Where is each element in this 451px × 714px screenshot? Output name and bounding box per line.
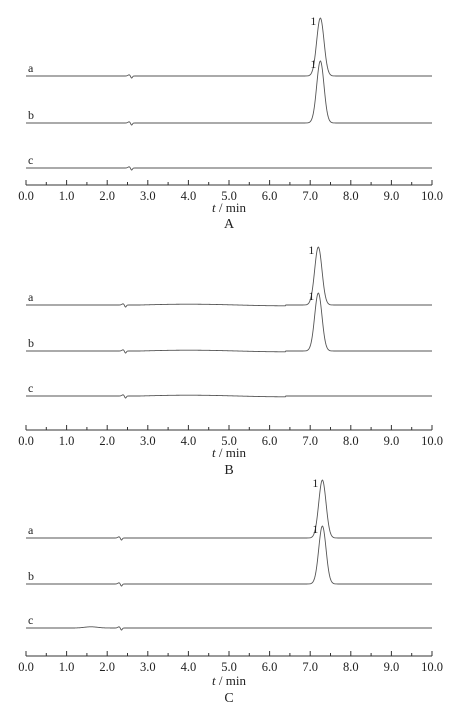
trace-label-c: c xyxy=(28,153,33,167)
x-axis-title-italic: t xyxy=(212,445,216,460)
peak-label-b: 1 xyxy=(312,522,318,536)
x-tick-label: 9.0 xyxy=(384,660,400,674)
x-axis-title-unit: / min xyxy=(216,445,247,460)
x-tick-label: 0.0 xyxy=(18,189,34,203)
trace-c xyxy=(26,166,432,171)
trace-b xyxy=(26,292,432,354)
x-tick-label: 4.0 xyxy=(181,189,197,203)
x-tick-label: 3.0 xyxy=(140,434,156,448)
x-tick-label: 2.0 xyxy=(99,660,115,674)
x-tick-label: 3.0 xyxy=(140,189,156,203)
x-tick-label: 9.0 xyxy=(384,189,400,203)
x-axis-title: t / min xyxy=(212,200,246,215)
x-tick-label: 6.0 xyxy=(262,189,278,203)
x-tick-label: 0.0 xyxy=(18,660,34,674)
x-tick-label: 7.0 xyxy=(302,434,318,448)
x-tick-label: 1.0 xyxy=(59,434,75,448)
panel-C: a 1 b 1 c 0.0 1.0 2.0 3.0 4.0 5.0 6.0 7.0 8.0 9.0 10.0 t… xyxy=(18,476,443,706)
trace-a xyxy=(26,17,432,79)
x-axis-title-italic: t xyxy=(212,200,216,215)
x-tick-label: 5.0 xyxy=(221,189,237,203)
x-tick-label: 10.0 xyxy=(421,434,443,448)
trace-b xyxy=(26,525,432,587)
x-tick-label: 9.0 xyxy=(384,434,400,448)
x-tick-label: 7.0 xyxy=(302,189,318,203)
peak-label-a: 1 xyxy=(312,476,318,490)
x-tick-label: 8.0 xyxy=(343,434,359,448)
x-tick-label: 5.0 xyxy=(221,434,237,448)
x-tick-label: 4.0 xyxy=(181,660,197,674)
peak-label-b: 1 xyxy=(310,57,316,71)
trace-b xyxy=(26,60,432,126)
trace-c xyxy=(26,626,432,631)
panel-label: B xyxy=(224,463,233,478)
trace-label-b: b xyxy=(28,108,34,122)
trace-label-c: c xyxy=(28,613,33,627)
trace-label-b: b xyxy=(28,569,34,583)
trace-label-a: a xyxy=(28,523,34,537)
x-axis-title-unit: / min xyxy=(216,673,247,688)
panel-B: a 1 b 1 c 0.0 1.0 2.0 3.0 4.0 5.0 6.0 7.0 8.0 9.0 10.0 t… xyxy=(18,243,443,478)
x-tick-label: 5.0 xyxy=(221,660,237,674)
x-axis-title-unit: / min xyxy=(216,200,247,215)
trace-a xyxy=(26,246,432,308)
x-tick-label: 8.0 xyxy=(343,189,359,203)
x-tick-label: 10.0 xyxy=(421,660,443,674)
trace-a xyxy=(26,479,432,541)
x-tick-label: 0.0 xyxy=(18,434,34,448)
x-tick-label: 1.0 xyxy=(59,660,75,674)
panel-label: A xyxy=(224,217,235,232)
trace-c xyxy=(26,394,432,399)
x-axis-title-italic: t xyxy=(212,673,216,688)
x-tick-label: 8.0 xyxy=(343,660,359,674)
panel-label: C xyxy=(224,691,233,706)
peak-label-a: 1 xyxy=(310,14,316,28)
trace-label-a: a xyxy=(28,61,34,75)
x-tick-label: 2.0 xyxy=(99,189,115,203)
x-tick-label: 1.0 xyxy=(59,189,75,203)
x-axis-title: t / min xyxy=(212,445,246,460)
x-tick-label: 7.0 xyxy=(302,660,318,674)
x-axis-title: t / min xyxy=(212,673,246,688)
x-tick-label: 2.0 xyxy=(99,434,115,448)
peak-label-a: 1 xyxy=(308,243,314,257)
trace-label-c: c xyxy=(28,381,33,395)
peak-label-b: 1 xyxy=(308,289,314,303)
x-tick-label: 6.0 xyxy=(262,660,278,674)
x-tick-label: 4.0 xyxy=(181,434,197,448)
x-tick-label: 10.0 xyxy=(421,189,443,203)
trace-label-b: b xyxy=(28,336,34,350)
x-tick-label: 3.0 xyxy=(140,660,156,674)
x-tick-label: 6.0 xyxy=(262,434,278,448)
trace-label-a: a xyxy=(28,290,34,304)
panel-A: a 1 b 1 c 0.0 1.0 2.0 3.0 4.0 5.0 6.0 7.0 8.0 9.0 10.0 t… xyxy=(18,14,443,232)
